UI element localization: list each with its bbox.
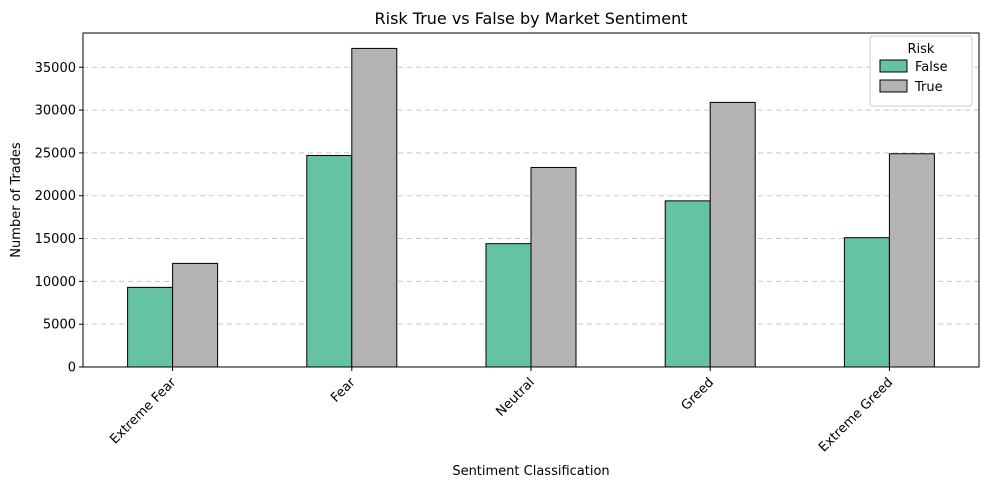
legend-swatch xyxy=(879,79,908,93)
x-axis: Extreme Fear Fear Neutral Greed Extreme Gree… xyxy=(107,367,896,455)
x-tick-label: Fear xyxy=(328,375,359,406)
bar-true-neutral xyxy=(530,166,577,368)
bar-false-greed xyxy=(664,200,711,368)
bar-true-fear xyxy=(351,47,398,368)
y-tick-label: 25000 xyxy=(35,146,76,161)
y-tick-label: 15000 xyxy=(35,232,76,247)
x-tick-label: Extreme Greed xyxy=(816,375,896,455)
bar-false-neutral xyxy=(485,243,532,368)
y-tick-label: 30000 xyxy=(35,104,76,119)
legend-label: True xyxy=(914,80,943,95)
bar-false-extreme-greed xyxy=(843,237,890,368)
y-tick-label: 10000 xyxy=(35,275,76,290)
legend-title: Risk xyxy=(908,42,935,57)
y-axis: 0 5000 10000 15000 20000 25000 30000 35000 xyxy=(35,61,83,376)
y-tick-label: 5000 xyxy=(43,318,76,333)
chart-title: Risk True vs False by Market Sentiment xyxy=(375,9,688,28)
legend: Risk False True xyxy=(869,35,973,107)
bar-true-extreme-greed xyxy=(888,153,935,368)
bar-false-fear xyxy=(306,154,353,368)
legend-swatch xyxy=(879,59,908,73)
y-tick-label: 35000 xyxy=(35,61,76,76)
y-tick-label: 20000 xyxy=(35,189,76,204)
bar-true-extreme-fear xyxy=(172,262,219,368)
x-tick-label: Neutral xyxy=(493,375,538,420)
x-axis-label: Sentiment Classification xyxy=(452,464,609,479)
legend-label: False xyxy=(915,60,948,75)
x-tick-label: Greed xyxy=(679,375,717,413)
y-tick-label: 0 xyxy=(68,361,76,376)
bars xyxy=(127,47,935,368)
y-axis-label: Number of Trades xyxy=(9,142,24,258)
bar-true-greed xyxy=(709,101,756,368)
x-tick-label: Extreme Fear xyxy=(107,375,180,448)
bar-false-extreme-fear xyxy=(127,286,174,368)
